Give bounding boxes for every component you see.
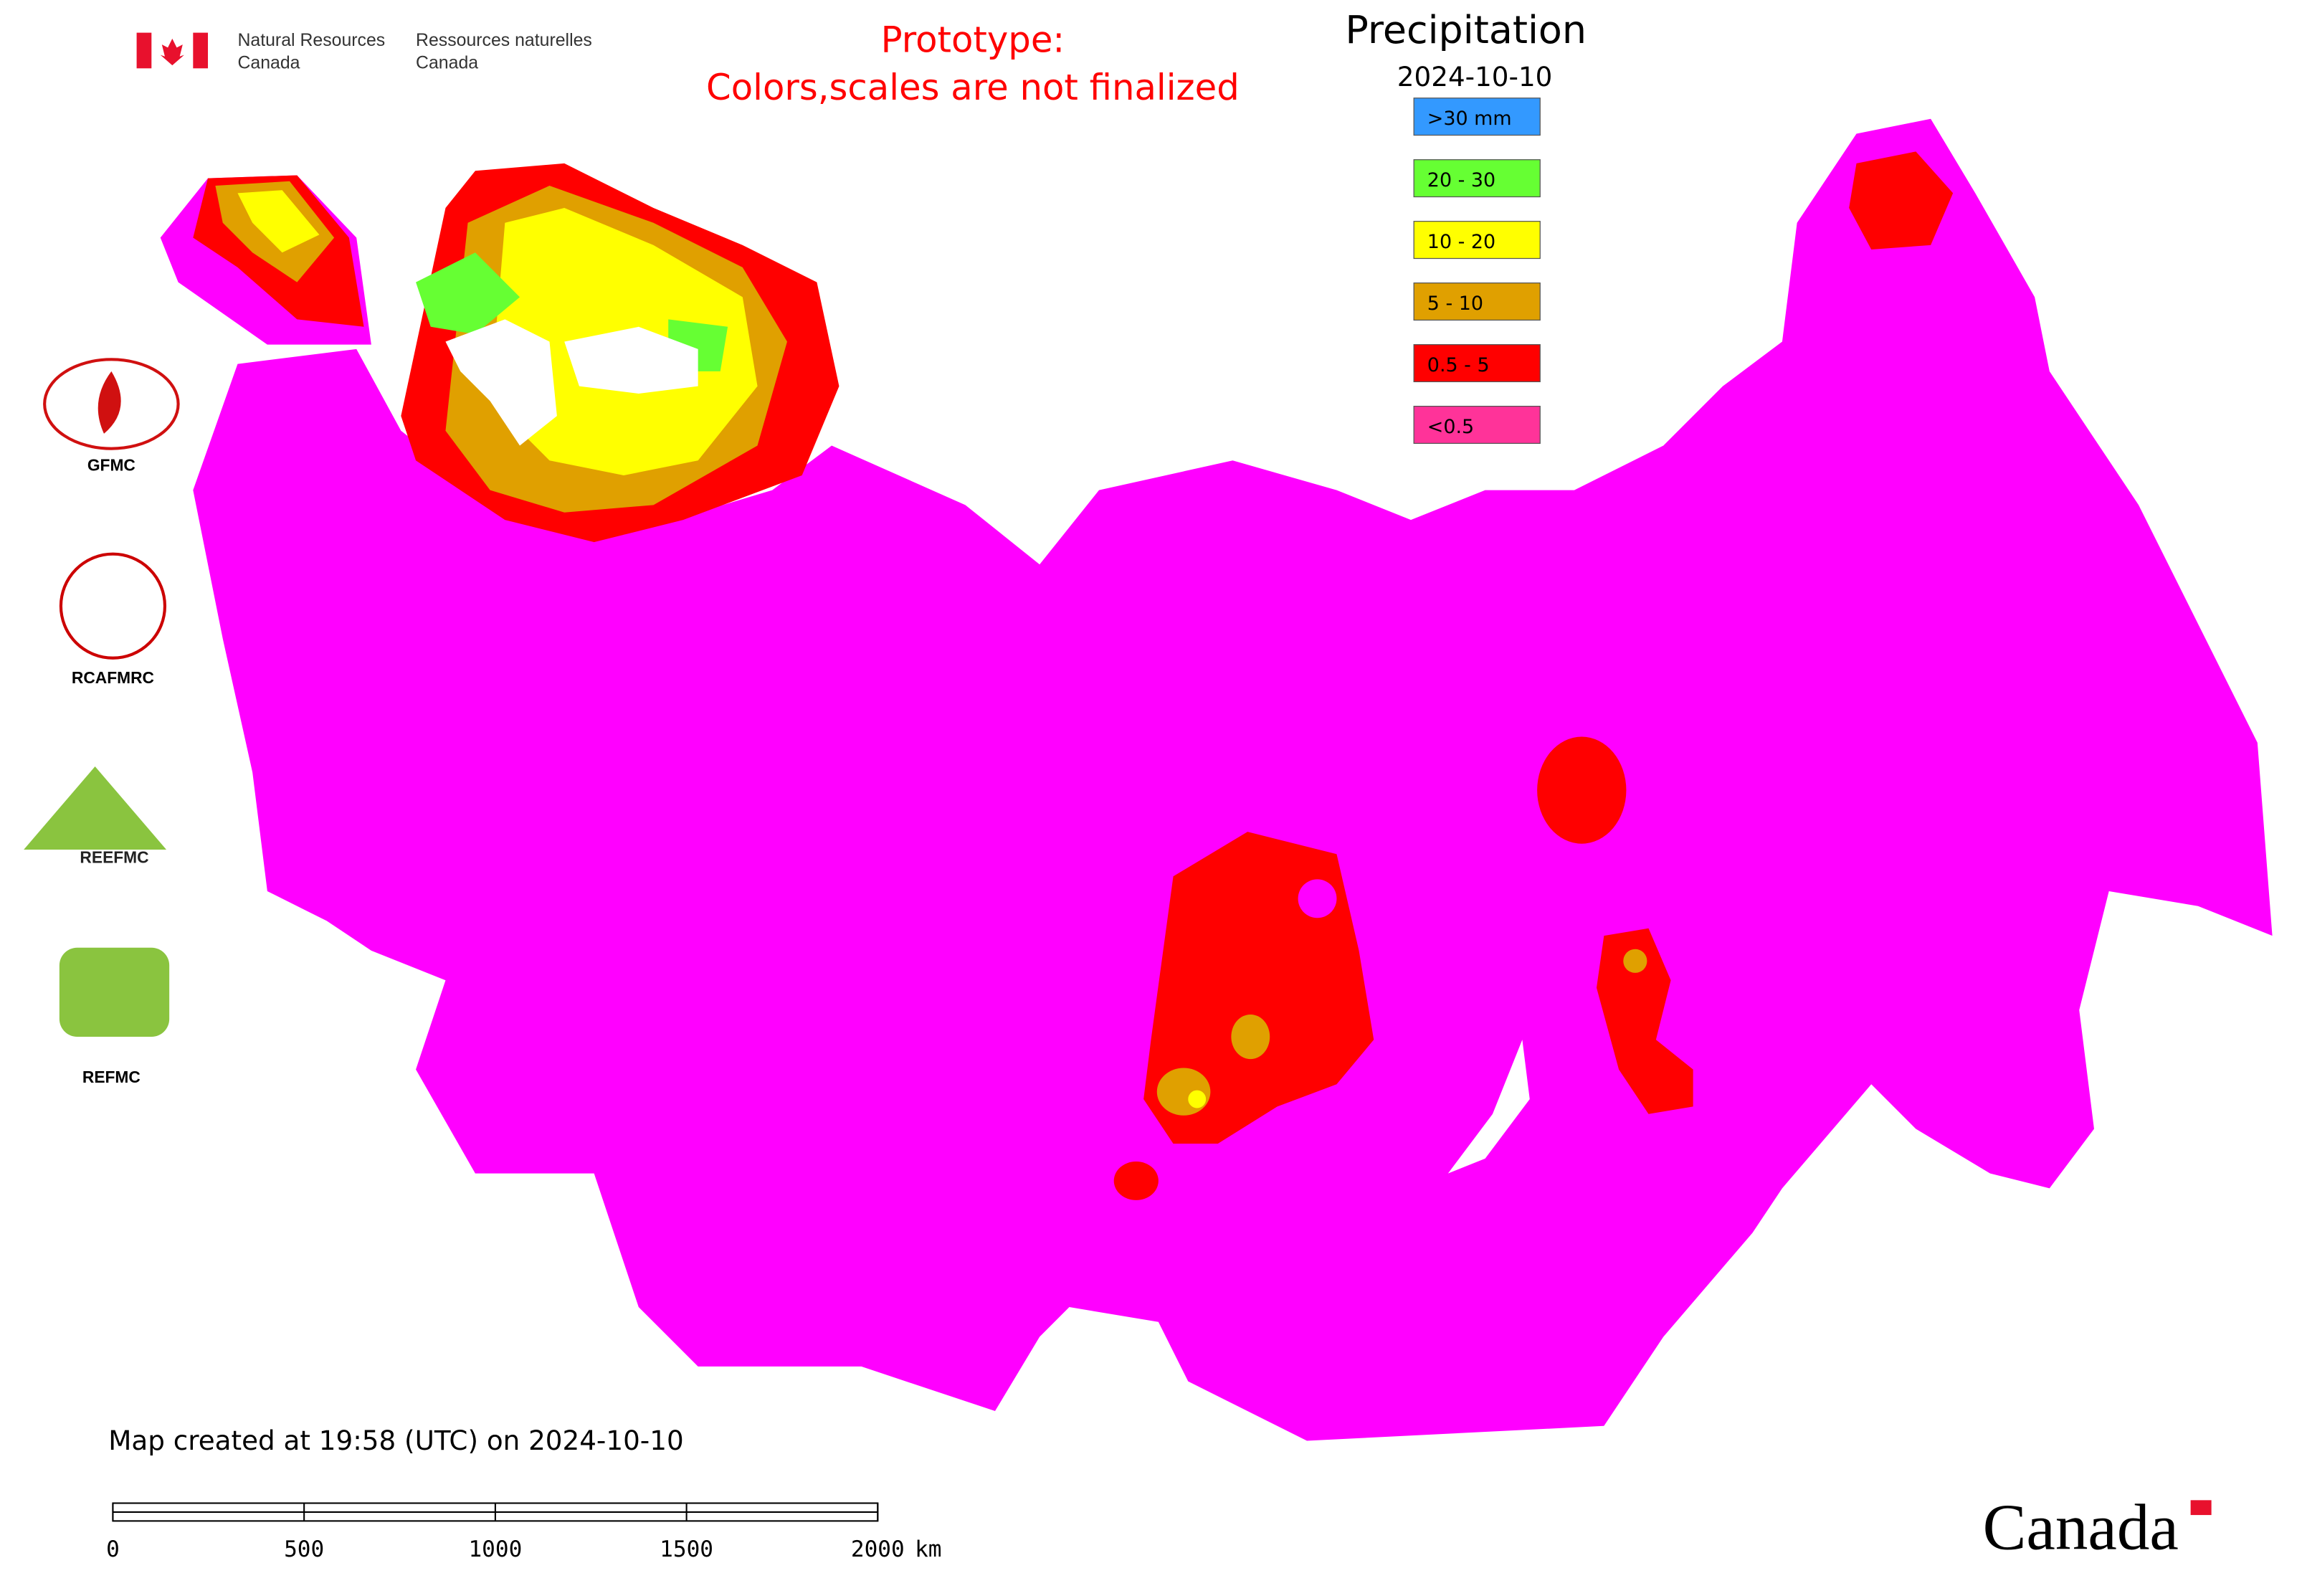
- sea: [445, 319, 557, 446]
- lake: [1447, 1040, 1530, 1174]
- legend-label: 5 - 10: [1427, 293, 1483, 315]
- precip-orange: [1231, 1014, 1270, 1060]
- agency-en: Canada: [237, 53, 300, 72]
- logo-label: REFMC: [82, 1068, 141, 1086]
- precip-red: [1537, 736, 1627, 844]
- precip-yellow: [237, 190, 320, 253]
- legend-label: >30 mm: [1427, 108, 1512, 130]
- legend-label: 0.5 - 5: [1427, 354, 1490, 376]
- nrcan-header: Natural Resources Canada Ressources natu…: [136, 31, 592, 72]
- agency-fr: Canada: [416, 53, 478, 72]
- land-dry: [1298, 879, 1337, 918]
- scale-bar: 0 500 1000 1500 2000 km: [106, 1502, 942, 1562]
- precip-orange: [1623, 949, 1647, 973]
- maple-leaf: [160, 38, 184, 66]
- scale-label: 2000: [851, 1536, 905, 1562]
- scale-label: 1000: [468, 1536, 522, 1562]
- sea: [564, 326, 698, 394]
- flag-band: [193, 32, 209, 69]
- legend-swatch: [1413, 282, 1541, 321]
- precip-red: [1596, 928, 1693, 1114]
- canada-wordmark: Canada: [1983, 1491, 2179, 1564]
- logo-flame: [97, 371, 121, 434]
- land-dry: [193, 118, 2273, 1441]
- map-created-note: Map created at 19:58 (UTC) on 2024-10-10: [108, 1425, 683, 1456]
- logo-label: RCAFMRC: [72, 668, 154, 687]
- legend-label: 10 - 20: [1427, 231, 1495, 253]
- logo-rcafmrc: [59, 552, 167, 660]
- legend-swatch: [1413, 405, 1541, 445]
- legend-label: <0.5: [1427, 416, 1474, 438]
- prototype-notice: Prototype:: [881, 19, 1065, 61]
- prototype-notice: Colors,scales are not finalized: [706, 67, 1240, 108]
- precip-green: [416, 252, 520, 335]
- logos: GFMC RCAFMRC REEFMC REFMC: [24, 358, 180, 1086]
- scale-unit: km: [915, 1536, 941, 1562]
- agency-fr: Ressources naturelles: [416, 31, 592, 50]
- flag-band: [136, 32, 152, 69]
- logo-reefmc: [24, 766, 167, 850]
- precip-red: [1113, 1162, 1159, 1200]
- precip-orange: [1156, 1068, 1211, 1116]
- wordmark-flag: [2190, 1500, 2212, 1516]
- scale-label: 500: [284, 1536, 324, 1562]
- precip-red: [1849, 151, 1954, 250]
- legend-label: 20 - 30: [1427, 169, 1495, 191]
- precip-yellow: [1188, 1090, 1207, 1108]
- legend-title: Precipitation: [1345, 7, 1587, 52]
- scale-label: 1500: [660, 1536, 713, 1562]
- legend-swatch: [1413, 344, 1541, 383]
- legend: >30 mm 20 - 30 10 - 20 5 - 10 0.5 - 5 <0.5: [1413, 98, 1541, 445]
- legend-swatch: [1413, 98, 1541, 136]
- legend-swatch: [1413, 221, 1541, 260]
- legend-date: 2024-10-10: [1397, 61, 1553, 92]
- map: [160, 118, 2273, 1441]
- logo-gfmc: [43, 358, 180, 450]
- logo-label: GFMC: [87, 456, 135, 475]
- logo-refmc: [59, 947, 170, 1037]
- legend-swatch: [1413, 159, 1541, 198]
- scale-label: 0: [106, 1536, 120, 1562]
- logo-text: REEFMC: [80, 848, 148, 867]
- agency-en: Natural Resources: [237, 31, 385, 50]
